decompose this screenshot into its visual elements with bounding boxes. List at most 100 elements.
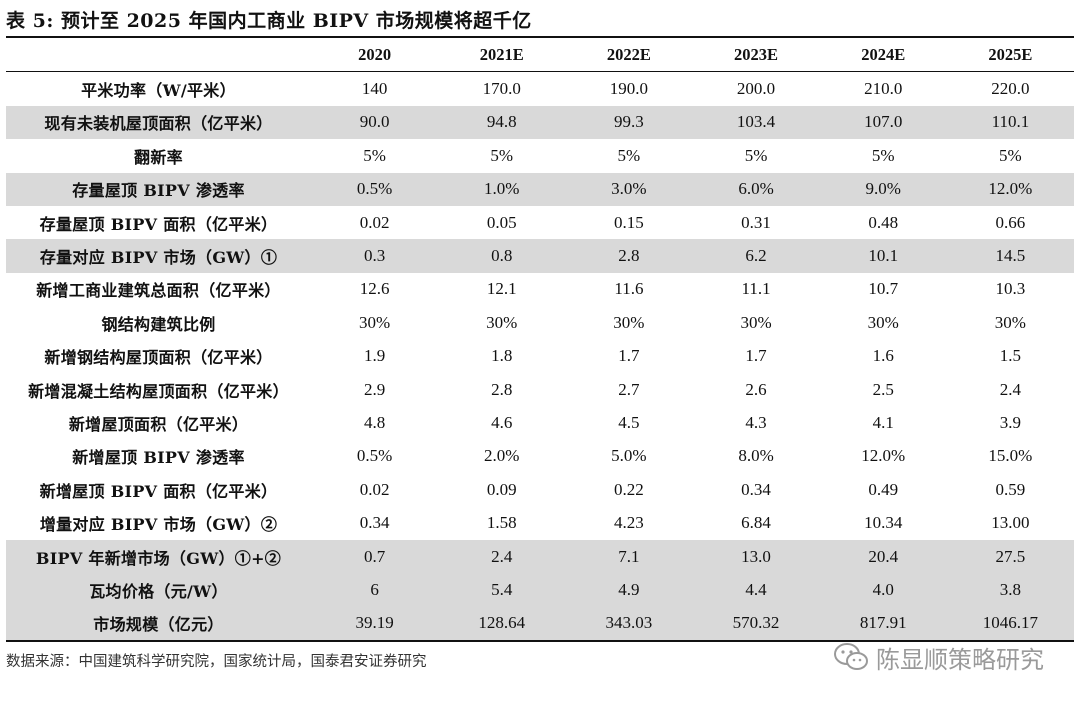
top-rule [6, 36, 1074, 38]
data-cell: 0.34 [359, 513, 390, 533]
row-label: 翻新率 [134, 147, 183, 167]
row-label: 存量屋顶 BIPV 面积（亿平米） [39, 214, 278, 234]
data-cell: 0.48 [868, 212, 899, 232]
data-cell: 220.0 [991, 79, 1030, 99]
data-cell: 0.15 [614, 212, 644, 232]
data-cell: 0.02 [359, 479, 390, 499]
data-cell: 2.8 [565, 239, 693, 273]
data-cell: 10.34 [864, 513, 903, 533]
table-title: 表 5: 预计至 2025 年国内工商业 BIPV 市场规模将超千亿 [6, 10, 532, 32]
data-cell: 0.05 [486, 212, 517, 232]
data-cell: 30% [613, 312, 645, 332]
data-cell: 4.3 [745, 412, 767, 432]
row-label: 增量对应 BIPV 市场（GW）② [39, 515, 278, 535]
bipv-market-table: 2020 2021E 2022E 2023E 2024E 2025E 平米功率（W/平米）… [6, 38, 1074, 643]
table-row: 新增屋顶 BIPV 面积（亿平米） 0.02 0.09 0.22 0.34 0.49 0.5… [6, 473, 1074, 506]
data-cell: 0.66 [995, 212, 1026, 232]
data-cell: 12.6 [359, 279, 390, 299]
data-cell: 0.31 [741, 212, 771, 232]
row-label: 新增屋顶 BIPV 渗透率 [72, 448, 245, 468]
data-cell: 27.5 [946, 539, 1074, 574]
data-cell: 5% [363, 145, 386, 165]
table-row: 存量屋顶 BIPV 面积（亿平米） 0.02 0.05 0.15 0.31 0.48 0.6… [6, 206, 1074, 239]
data-cell: 6 [311, 573, 439, 607]
data-cell: 13.0 [692, 539, 820, 574]
table-row: 钢结构建筑比例 30% 30% 30% 30% 30% 30% [6, 306, 1074, 339]
data-cell: 0.09 [486, 479, 517, 499]
data-cell: 30% [358, 312, 391, 332]
data-cell: 5% [490, 145, 514, 165]
row-label: 新增屋顶 BIPV 面积（亿平米） [39, 481, 278, 501]
data-cell: 1.58 [486, 513, 517, 533]
data-cell: 3.8 [946, 573, 1074, 607]
data-cell: 15.0% [988, 446, 1033, 466]
table-row: 新增屋顶 BIPV 渗透率 0.5% 2.0% 5.0% 8.0% 12.0% 15.0% [6, 440, 1074, 473]
data-cell: 128.64 [438, 606, 566, 643]
data-cell: 190.0 [609, 79, 649, 99]
data-cell: 10.3 [995, 279, 1026, 299]
column-header: 2024E [819, 38, 947, 73]
data-cell: 1.9 [363, 346, 386, 366]
table-row: 新增工商业建筑总面积（亿平米） 12.6 12.1 11.6 11.1 10.7 10.3 [6, 273, 1074, 306]
column-header: 2022E [565, 38, 693, 73]
table-row: 存量对应 BIPV 市场（GW）① 0.3 0.8 2.8 6.2 10.1 14.5 [6, 239, 1074, 273]
table-row: 增量对应 BIPV 市场（GW）② 0.34 1.58 4.23 6.84 10.34 13… [6, 506, 1074, 539]
row-label: 新增工商业建筑总面积（亿平米） [36, 281, 281, 301]
data-cell: 200.0 [736, 79, 776, 99]
data-cell: 4.0 [819, 573, 947, 607]
data-cell: 0.3 [311, 239, 439, 273]
data-cell: 94.8 [438, 105, 566, 140]
data-cell: 6.2 [692, 239, 820, 273]
table-row: 存量屋顶 BIPV 渗透率 0.5% 1.0% 3.0% 6.0% 9.0% 12.0% [6, 172, 1074, 206]
data-cell: 4.4 [692, 573, 820, 607]
data-cell: 3.0% [565, 172, 693, 206]
data-cell: 5.4 [438, 573, 566, 607]
row-label: 现有未装机屋顶面积（亿平米） [6, 105, 311, 140]
data-cell: 4.9 [565, 573, 693, 607]
data-cell: 0.34 [741, 479, 771, 499]
data-cell: 8.0% [738, 446, 774, 466]
table-row: 新增屋顶面积（亿平米） 4.8 4.6 4.5 4.3 4.1 3.9 [6, 406, 1074, 439]
row-label: 市场规模（亿元） [6, 606, 311, 643]
table-row: BIPV 年新增市场（GW）①+② 0.7 2.4 7.1 13.0 20.4 27.5 [6, 539, 1074, 574]
data-cell: 90.0 [311, 105, 439, 140]
data-cell: 10.1 [819, 239, 947, 273]
data-cell: 5.0% [611, 446, 647, 466]
wechat-icon [834, 643, 868, 670]
data-cell: 30% [740, 312, 772, 332]
data-cell: 170.0 [482, 79, 521, 99]
watermark: 陈显顺策略研究 [832, 640, 1044, 674]
data-cell: 1.6 [872, 346, 894, 366]
table-row: 平米功率（W/平米） 140 170.0 190.0 200.0 210.0 220.0 [6, 72, 1074, 106]
header-label-cell [6, 38, 311, 73]
data-cell: 210.0 [864, 79, 903, 99]
data-cell: 5% [999, 145, 1022, 165]
data-cell: 5% [617, 145, 641, 165]
data-cell: 10.7 [868, 279, 899, 299]
data-cell: 1.8 [491, 346, 513, 366]
data-cell: 11.6 [614, 279, 644, 299]
table-row: 现有未装机屋顶面积（亿平米） 90.0 94.8 99.3 103.4 107.0 110.… [6, 105, 1074, 140]
data-cell: 9.0% [819, 172, 947, 206]
data-cell: 4.1 [872, 412, 894, 432]
data-cell: 0.02 [359, 212, 390, 232]
table-row: 翻新率 5% 5% 5% 5% 5% 5% [6, 139, 1074, 172]
data-cell: 2.9 [363, 379, 386, 399]
data-cell: 140 [361, 79, 388, 99]
data-cell: 0.22 [614, 479, 644, 499]
table-row: 市场规模（亿元） 39.19 128.64 343.03 570.32 817.91 104… [6, 606, 1074, 643]
column-header: 2023E [692, 38, 820, 73]
table-row: 瓦均价格（元/W） 6 5.4 4.9 4.4 4.0 3.8 [6, 573, 1074, 607]
data-cell: 1.7 [745, 346, 767, 366]
data-cell: 2.4 [438, 539, 566, 574]
data-cell: 0.5% [311, 172, 439, 206]
source-note: 数据来源：中国建筑科学研究院，国家统计局，国泰君安证券研究 [6, 654, 427, 670]
data-cell: 30% [486, 312, 518, 332]
row-label: BIPV 年新增市场（GW）①+② [6, 539, 311, 574]
data-cell: 14.5 [946, 239, 1074, 273]
data-cell: 107.0 [819, 105, 947, 140]
data-cell: 11.1 [741, 279, 771, 299]
data-cell: 5% [871, 145, 895, 165]
row-label: 新增钢结构屋顶面积（亿平米） [44, 348, 273, 368]
row-label: 瓦均价格（元/W） [6, 573, 311, 607]
